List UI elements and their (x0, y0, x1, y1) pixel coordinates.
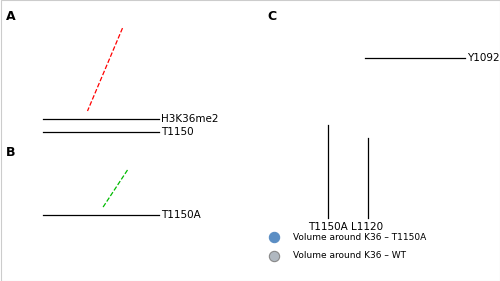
Text: Y1092: Y1092 (467, 53, 500, 63)
Text: H3K36me2: H3K36me2 (161, 114, 218, 124)
Text: T1150A: T1150A (308, 222, 348, 232)
Text: A: A (6, 10, 16, 23)
Point (270, 235, 278, 240)
Text: T1150A: T1150A (161, 210, 201, 220)
Point (270, 253, 278, 258)
Text: B: B (6, 146, 16, 159)
Text: T1150: T1150 (161, 127, 194, 137)
Text: L1120: L1120 (352, 222, 384, 232)
Text: C: C (268, 10, 276, 23)
Text: Volume around K36 – WT: Volume around K36 – WT (293, 251, 406, 260)
Text: Volume around K36 – T1150A: Volume around K36 – T1150A (293, 233, 426, 242)
